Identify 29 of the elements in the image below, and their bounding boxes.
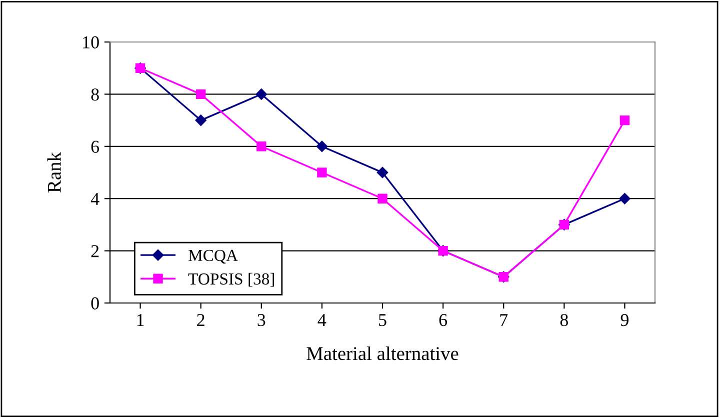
point — [619, 192, 630, 204]
y-tick-label: 8 — [91, 88, 99, 101]
point — [317, 168, 327, 178]
point — [316, 140, 328, 152]
x-tick-label: 3 — [258, 314, 266, 326]
x-tick-label: 7 — [500, 314, 508, 326]
y-tick-label: 10 — [83, 36, 99, 48]
legend-label: TOPSIS [38] — [188, 272, 274, 287]
x-tick-label: 8 — [560, 314, 568, 326]
y-tick-label: 0 — [91, 297, 99, 310]
point — [256, 88, 267, 100]
x-tick-label: 9 — [620, 314, 628, 326]
x-tick-label: 6 — [439, 314, 448, 326]
x-tick-label: 4 — [318, 314, 326, 326]
y-tick-label: 2 — [91, 245, 99, 258]
x-axis-title: Material alternative — [306, 346, 458, 360]
point — [196, 89, 206, 100]
x-tick-label: 2 — [197, 314, 204, 326]
point — [256, 142, 266, 152]
point — [376, 166, 388, 178]
x-tick-label: 5 — [379, 314, 386, 326]
y-tick-label: 6 — [91, 140, 100, 153]
y-tick-label: 4 — [90, 192, 100, 205]
legend-label: MCQA — [188, 250, 238, 264]
x-tick-label: 1 — [137, 314, 144, 326]
y-axis-title: Rank — [47, 152, 61, 192]
point — [378, 194, 388, 204]
point — [620, 115, 630, 126]
point — [195, 114, 206, 126]
